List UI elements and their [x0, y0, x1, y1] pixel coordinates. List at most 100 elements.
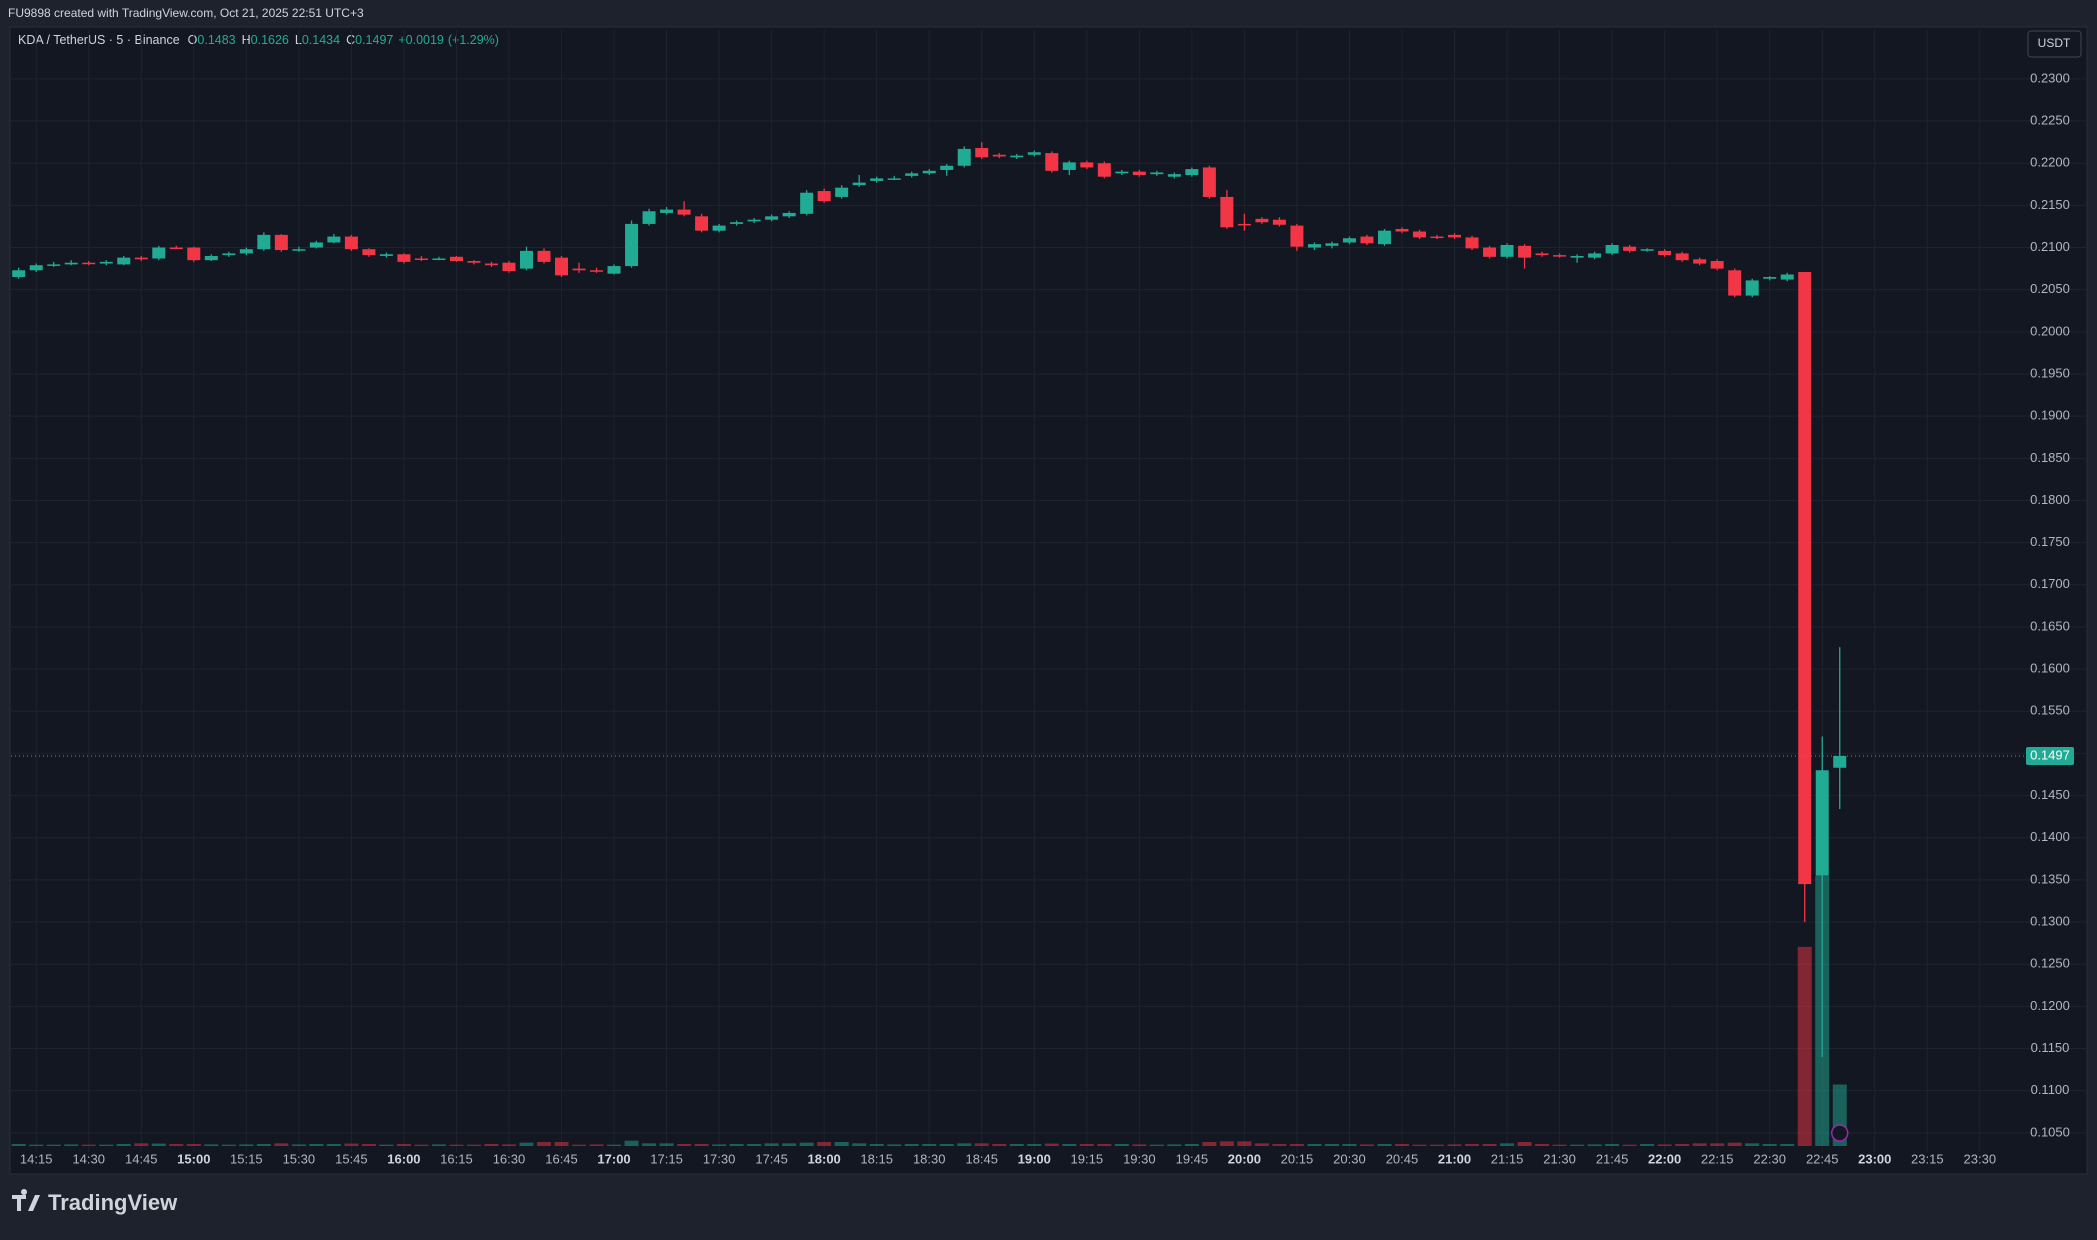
candle-body [1535, 253, 1549, 256]
volume-bar [1097, 1143, 1112, 1146]
volume-bar [484, 1143, 499, 1146]
volume-bar [309, 1143, 324, 1146]
candle-body [1237, 223, 1251, 226]
volume-bar [1745, 1143, 1760, 1146]
volume-bar [677, 1143, 692, 1146]
y-tick-label: 0.1550 [2030, 703, 2070, 718]
volume-bar [1430, 1144, 1445, 1146]
volume-bar [712, 1144, 727, 1146]
volume-bar [1324, 1143, 1339, 1146]
candle-body [940, 165, 954, 170]
x-tick-label: 18:00 [808, 1151, 841, 1166]
candle-body [852, 182, 866, 186]
volume-bar [642, 1143, 657, 1146]
x-tick-label: 20:45 [1386, 1151, 1419, 1166]
x-tick-label: 20:30 [1333, 1151, 1366, 1166]
y-tick-label: 0.1450 [2030, 787, 2070, 802]
volume-bar [1062, 1143, 1077, 1146]
volume-bar [1272, 1143, 1287, 1146]
volume-bar [1605, 1143, 1620, 1146]
grid [11, 30, 2086, 1152]
volume-bar [1114, 1143, 1129, 1146]
volume-bar [291, 1144, 306, 1146]
currency: USDT [2038, 36, 2071, 50]
volume-bar [274, 1143, 289, 1146]
x-tick-label: 21:15 [1491, 1151, 1524, 1166]
currency-badge[interactable] [2027, 30, 2082, 58]
x-tick-label: 19:00 [1018, 1151, 1051, 1166]
candle-body [887, 178, 901, 180]
volume-bar [1727, 1142, 1742, 1146]
candle-body [660, 209, 674, 213]
candle-body [1500, 244, 1514, 257]
x-tick-label: 21:30 [1543, 1151, 1576, 1166]
volume-bar [1289, 1143, 1304, 1146]
caption: FU9898 created with TradingView.com, Oct… [8, 6, 364, 20]
candle-body [1570, 255, 1584, 258]
x-tick-label: 15:15 [230, 1151, 263, 1166]
x-tick-label: 17:00 [597, 1151, 630, 1166]
y-tick-label: 0.1250 [2030, 956, 2070, 971]
volume-bar [519, 1142, 534, 1146]
candle-body [572, 268, 586, 271]
volume-bar [326, 1143, 341, 1146]
x-tick-label: 15:45 [335, 1151, 368, 1166]
volume-bar [1377, 1143, 1392, 1146]
candle-body [222, 253, 236, 256]
volume-bar [134, 1143, 149, 1146]
volume-bar [1254, 1143, 1269, 1146]
x-tick-label: 20:15 [1281, 1151, 1314, 1166]
candle-body [1027, 152, 1041, 155]
legend-text: KDA / TetherUS · 5 · BinanceO0.1483H0.16… [18, 33, 499, 47]
volume-bar [1710, 1143, 1725, 1146]
candle-body [1167, 174, 1181, 177]
volume-bar [1482, 1143, 1497, 1146]
x-tick-label: 16:30 [493, 1151, 526, 1166]
y-tick-label: 0.1700 [2030, 576, 2070, 591]
volume-bar [221, 1144, 236, 1146]
candle-body [64, 262, 78, 265]
candle-body [1272, 219, 1286, 225]
volume-bar [99, 1144, 114, 1146]
y-tick-label: 0.1650 [2030, 618, 2070, 633]
candle-body [1763, 277, 1777, 279]
candle-body [1605, 244, 1619, 254]
y-tick-label: 0.2150 [2030, 197, 2070, 212]
candle-body [1342, 238, 1356, 243]
volume-bar [624, 1140, 639, 1146]
x-tick-label: 16:15 [440, 1151, 473, 1166]
candle-body [519, 250, 533, 269]
volume-bar [1394, 1143, 1409, 1146]
candle-body [117, 257, 131, 265]
y-tick-label: 0.1350 [2030, 871, 2070, 886]
candle-body [484, 263, 498, 266]
candle-body [47, 264, 61, 266]
volume-bar [607, 1144, 622, 1146]
legend-change: +0.0019 [398, 33, 444, 47]
candle-body [327, 236, 341, 243]
y-tick-label: 0.2100 [2030, 239, 2070, 254]
volume-bar [414, 1144, 429, 1146]
y-tick-label: 0.1800 [2030, 492, 2070, 507]
volume-bar [169, 1143, 184, 1146]
y-tick-label: 0.1600 [2030, 661, 2070, 676]
candle-body [835, 187, 849, 197]
x-tick-label: 20:00 [1228, 1151, 1261, 1166]
x-tick-label: 22:15 [1701, 1151, 1734, 1166]
x-tick-label: 16:00 [387, 1151, 420, 1166]
x-tick-label: 19:15 [1071, 1151, 1104, 1166]
legend-value: 0.1434 [302, 33, 340, 47]
volume-bar [11, 1143, 26, 1146]
volume-bar [1552, 1144, 1567, 1146]
candle-body [169, 247, 183, 250]
candle-body [1448, 234, 1462, 238]
volume-bar [1149, 1144, 1164, 1146]
candle-body [1045, 153, 1059, 171]
volume-bar [1044, 1143, 1059, 1146]
candle-body [1062, 162, 1076, 170]
volume-bar [1762, 1143, 1777, 1146]
candle-body [99, 261, 113, 264]
candle-body [1640, 249, 1654, 251]
candle-body [782, 212, 796, 217]
logo-icon [12, 1189, 40, 1211]
